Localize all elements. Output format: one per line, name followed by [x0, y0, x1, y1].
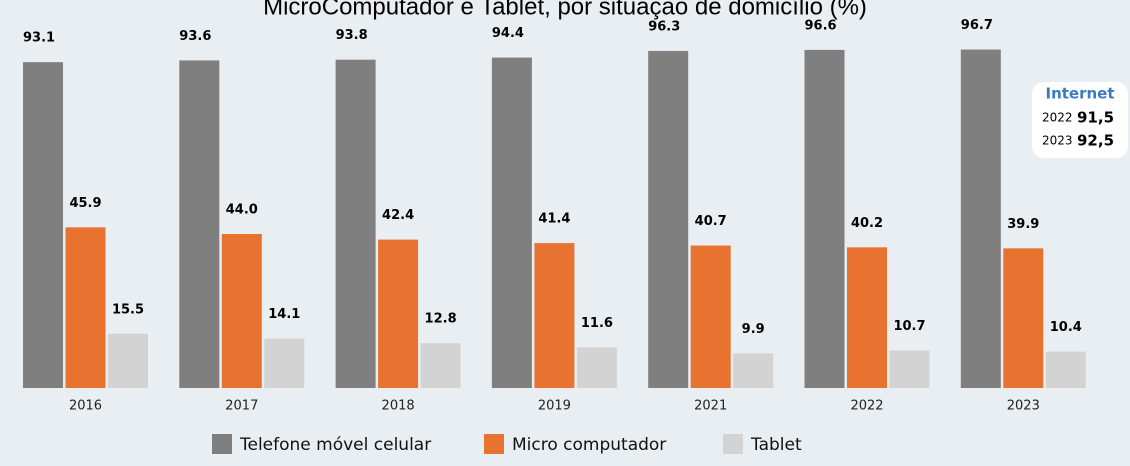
annotation-year: 2022 [1042, 111, 1073, 125]
bar [960, 49, 1001, 389]
value-label: 11.6 [581, 316, 613, 331]
bar [378, 239, 419, 388]
value-label: 96.7 [961, 18, 993, 33]
bar [804, 49, 845, 389]
bar [690, 245, 731, 388]
x-tick-label: 2018 [382, 399, 415, 414]
value-label: 42.4 [382, 208, 414, 223]
value-label: 44.0 [226, 203, 258, 218]
value-label: 40.2 [851, 216, 883, 231]
bar [648, 50, 689, 388]
bar [733, 353, 774, 388]
bar [264, 338, 305, 388]
value-label: 10.4 [1050, 320, 1082, 335]
bar [179, 60, 220, 389]
bar [847, 247, 887, 388]
chart-title: MicroComputador e Tablet, por situação d… [263, 0, 867, 20]
value-label: 40.7 [695, 214, 727, 229]
bar [23, 62, 63, 389]
x-tick-label: 2022 [850, 399, 883, 414]
value-label: 9.9 [742, 322, 765, 337]
value-label: 39.9 [1007, 217, 1039, 232]
value-label: 12.8 [425, 312, 457, 327]
value-label: 93.1 [23, 31, 55, 46]
value-label: 10.7 [893, 319, 925, 334]
value-label: 93.8 [336, 28, 368, 43]
x-tick-label: 2023 [1007, 399, 1040, 414]
value-label: 93.6 [179, 29, 211, 44]
bar [889, 350, 930, 388]
bar [534, 243, 575, 388]
x-tick-label: 2017 [225, 399, 258, 414]
value-label: 15.5 [112, 302, 144, 317]
bar [576, 347, 617, 388]
annotation-title: Internet [1045, 85, 1114, 103]
annotation-value: 91,5 [1077, 109, 1114, 127]
bar [491, 57, 532, 388]
value-label: 45.9 [69, 196, 101, 211]
bar [108, 333, 148, 388]
bar [420, 343, 461, 388]
legend-label: Micro computador [512, 435, 666, 455]
x-tick-label: 2021 [694, 399, 727, 414]
value-label: 96.3 [648, 19, 680, 34]
value-label: 94.4 [492, 26, 524, 41]
bar [335, 59, 376, 388]
x-tick-label: 2016 [69, 399, 102, 414]
annotation-box [1032, 82, 1128, 158]
annotation-year: 2023 [1042, 134, 1073, 148]
legend-swatch [723, 434, 743, 454]
annotation-value: 92,5 [1077, 132, 1114, 150]
x-tick-label: 2019 [538, 399, 571, 414]
value-label: 96.6 [805, 18, 837, 33]
internet-box: Internet 2022 91,5 2023 92,5 [1032, 82, 1128, 158]
bar [221, 234, 262, 388]
legend-label: Telefone móvel celular [239, 435, 431, 455]
bar [1003, 248, 1044, 388]
bar [65, 227, 106, 388]
legend-label: Tablet [750, 435, 802, 455]
value-label: 41.4 [538, 212, 570, 227]
legend-swatch [212, 434, 232, 454]
bar [1045, 351, 1086, 388]
legend-swatch [484, 434, 504, 454]
value-label: 14.1 [268, 307, 300, 322]
